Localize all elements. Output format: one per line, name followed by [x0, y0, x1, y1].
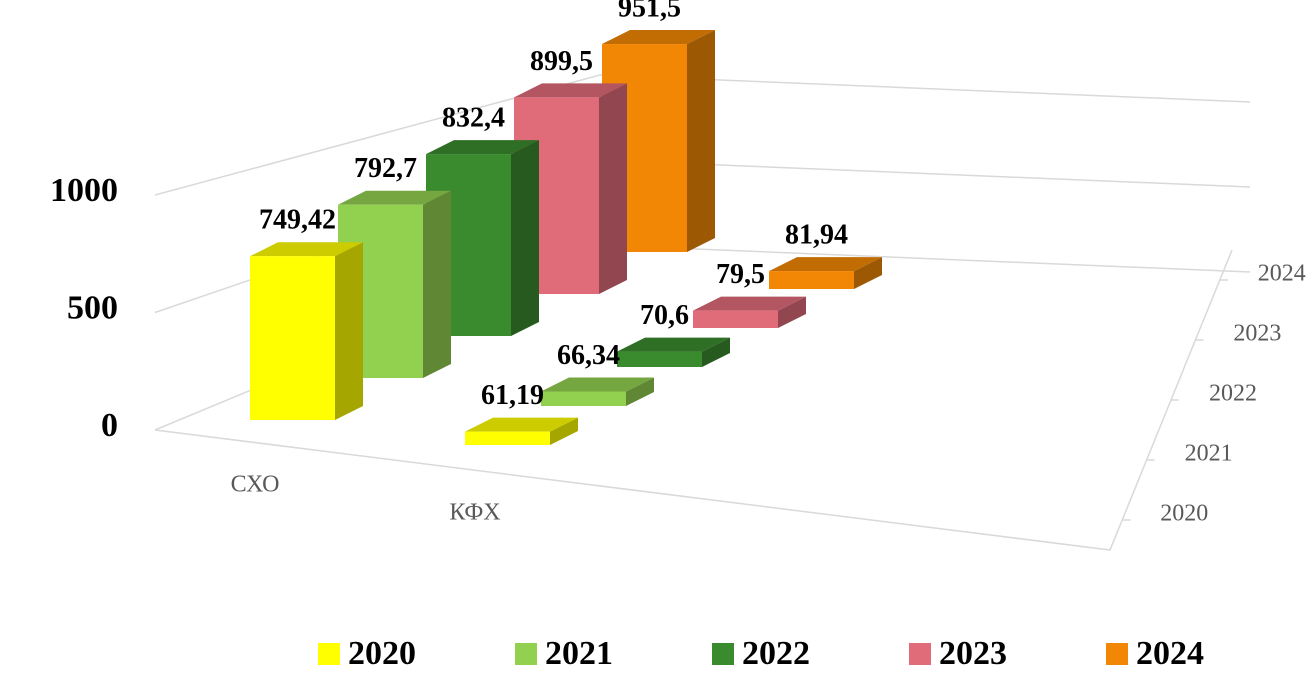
bar-top [769, 257, 882, 272]
bar-top [617, 337, 730, 352]
x-tick-label: СХО [231, 472, 280, 498]
bar-top [693, 296, 806, 311]
depth-tick-label: 2023 [1233, 321, 1281, 347]
bar-side [778, 296, 806, 328]
value-label: 749,42 [259, 205, 336, 236]
bar-top [250, 242, 363, 257]
legend-swatch [909, 643, 931, 665]
bar [617, 351, 702, 367]
x-tick-label: КФХ [449, 500, 500, 526]
bar-top [602, 30, 715, 45]
bar [250, 256, 335, 420]
value-label: 792,7 [354, 153, 417, 184]
bar-side [335, 242, 363, 420]
bar-side [626, 377, 654, 406]
bar-top [514, 83, 627, 98]
depth-tick-label: 2020 [1160, 501, 1208, 527]
legend-swatch [712, 643, 734, 665]
bar-side [423, 190, 451, 378]
legend-label: 2021 [545, 635, 613, 672]
bar-side [550, 417, 578, 445]
value-label: 79,5 [716, 259, 765, 290]
legend-swatch [318, 643, 340, 665]
legend-label: 2023 [939, 635, 1007, 672]
value-label: 899,5 [530, 46, 593, 77]
bar-top [426, 140, 539, 155]
value-label: 81,94 [785, 220, 848, 251]
value-label: 66,34 [557, 340, 620, 371]
value-label: 832,4 [442, 103, 505, 134]
bar-top [541, 377, 654, 392]
bar [769, 271, 854, 289]
value-label: 70,6 [640, 300, 689, 331]
bar [465, 431, 550, 445]
bar-side [599, 83, 627, 294]
legend-label: 2024 [1136, 635, 1204, 672]
bar-side [854, 257, 882, 289]
bar [541, 391, 626, 406]
bar-side [702, 337, 730, 367]
bar-top [338, 190, 451, 205]
legend-label: 2022 [742, 635, 810, 672]
y-tick-label: 500 [67, 289, 118, 326]
bar-top [465, 417, 578, 432]
y-tick-label: 1000 [50, 172, 118, 209]
value-label: 61,19 [481, 380, 544, 411]
depth-tick-label: 2022 [1209, 381, 1257, 407]
value-label: 951,5 [618, 0, 681, 23]
bar-side [511, 140, 539, 336]
depth-tick-label: 2021 [1185, 441, 1233, 467]
grid-line [154, 74, 1251, 196]
y-tick-label: 0 [101, 407, 118, 444]
depth-tick-label: 2024 [1258, 261, 1306, 287]
bar-side [687, 30, 715, 252]
legend-swatch [1106, 643, 1128, 665]
floor-edge [154, 249, 1233, 551]
legend-swatch [515, 643, 537, 665]
legend-label: 2020 [348, 635, 416, 672]
bar [693, 310, 778, 328]
